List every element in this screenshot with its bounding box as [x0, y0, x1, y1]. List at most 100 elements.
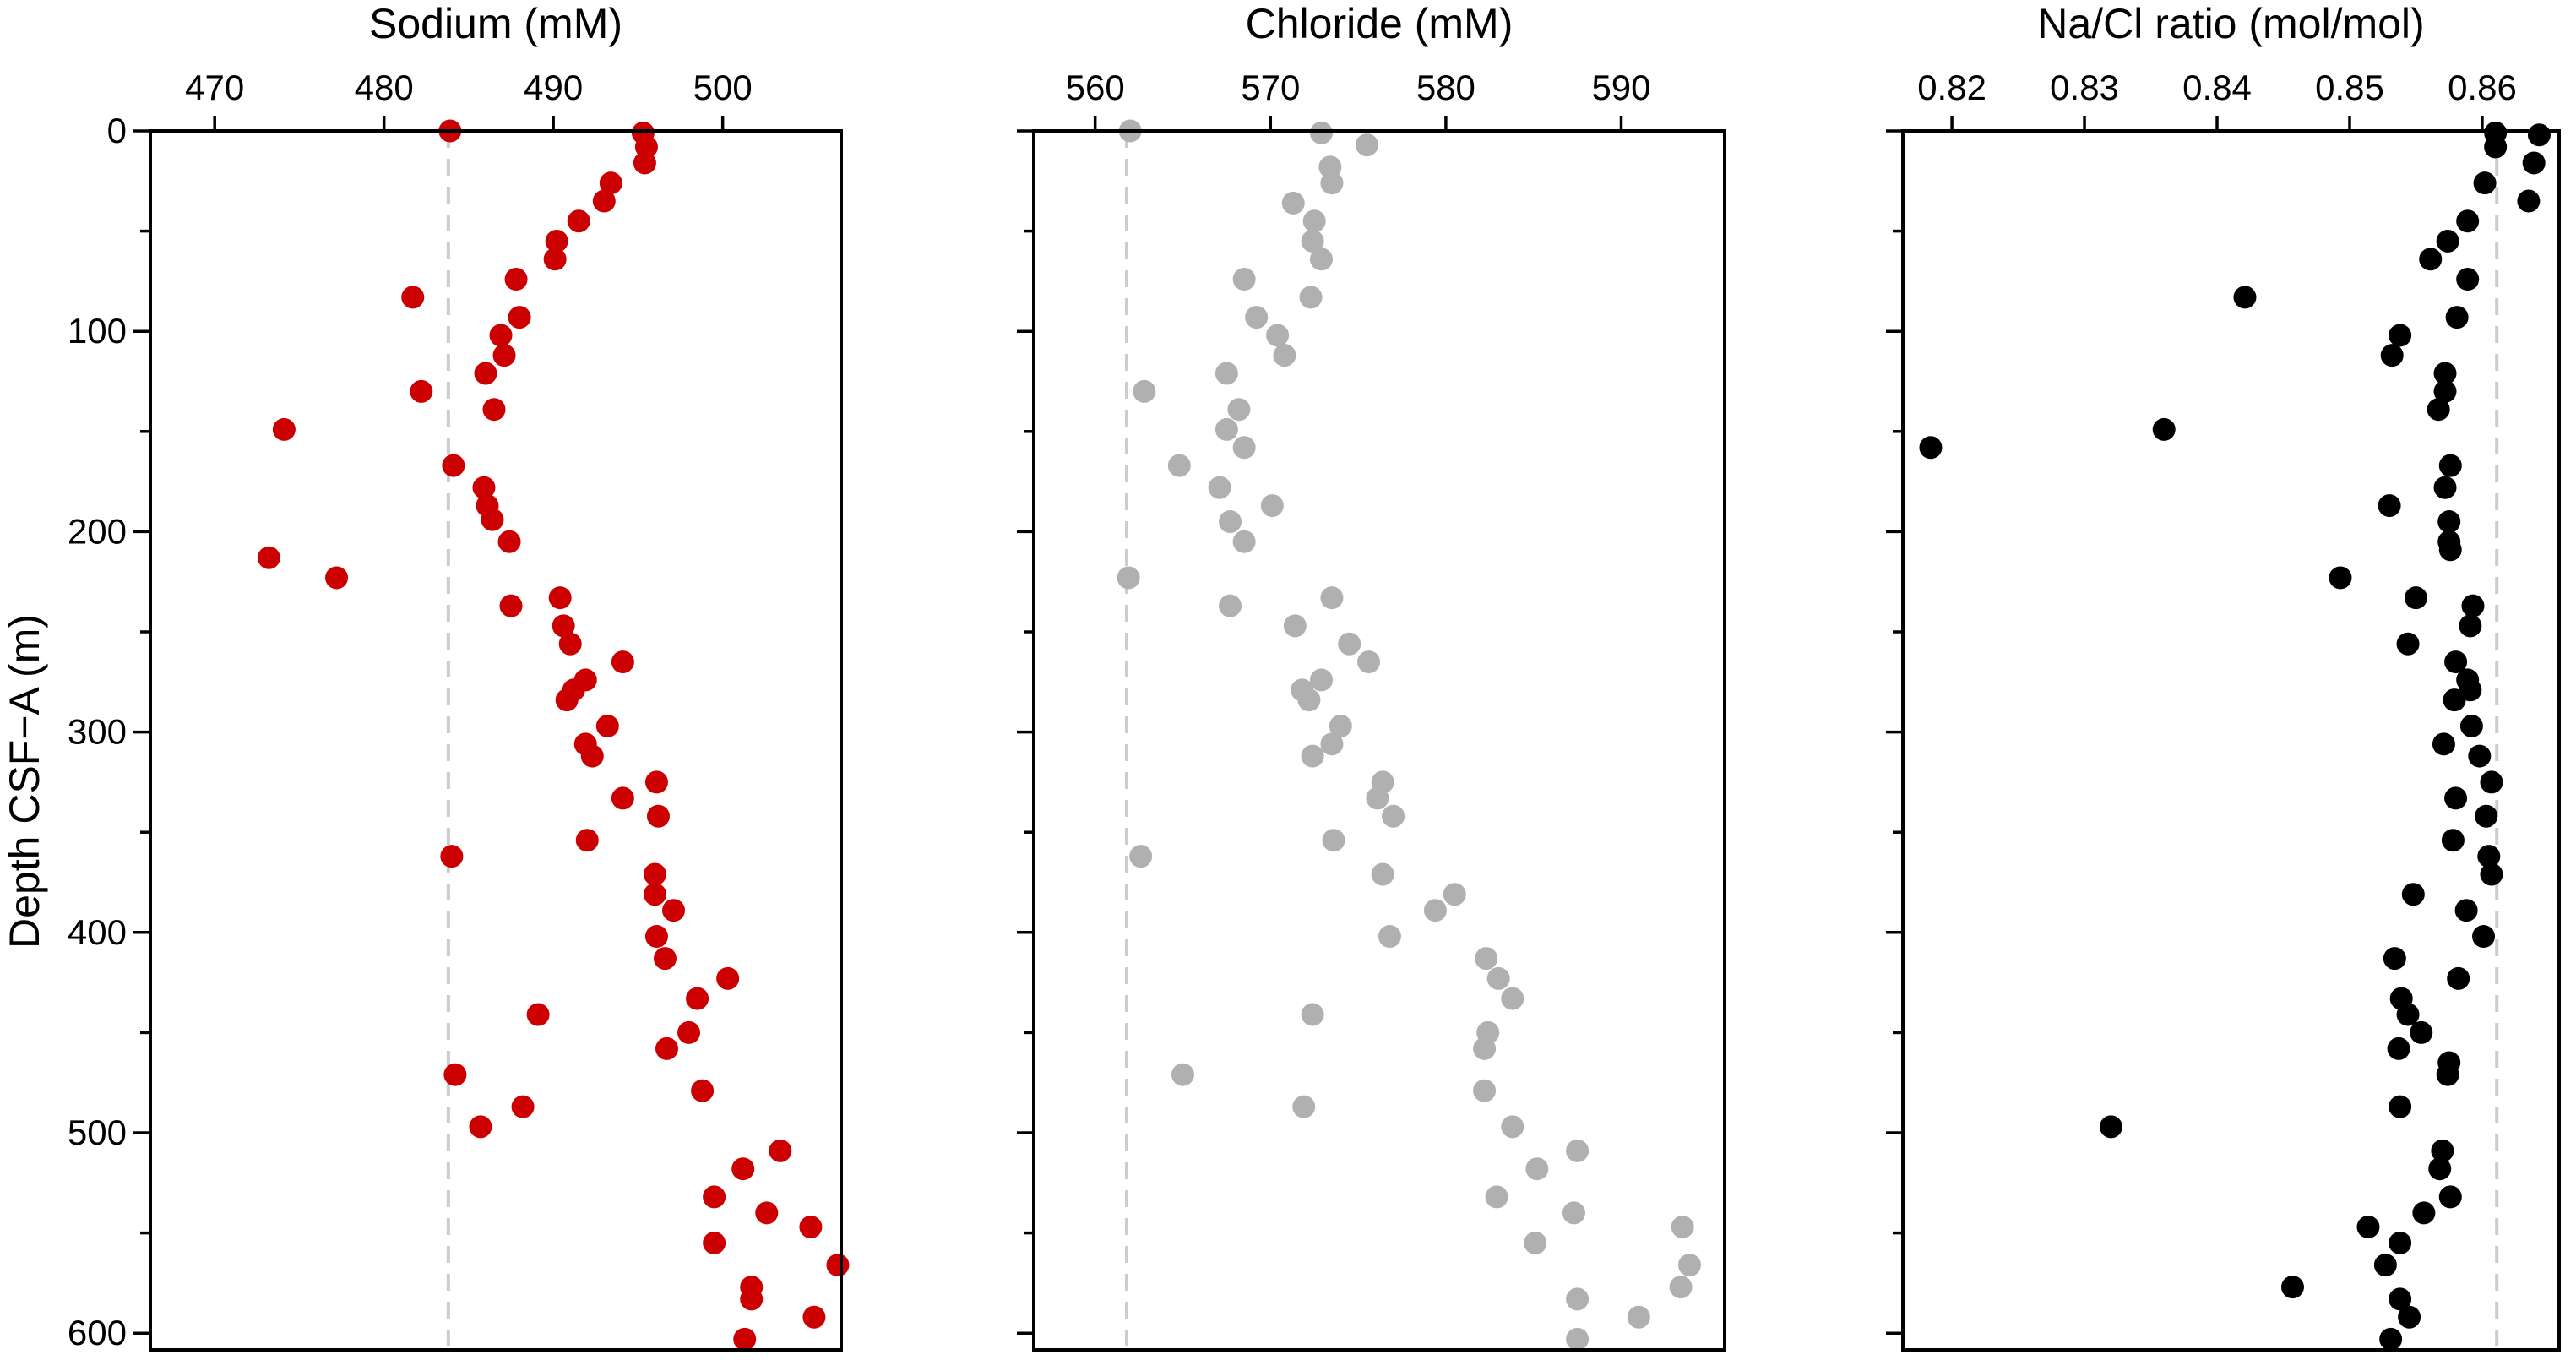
- chloride-data-point: [1215, 417, 1238, 441]
- na-cl-ratio-data-point: [1919, 436, 1943, 460]
- chloride-data-point: [1301, 744, 1324, 768]
- na-cl-ratio-data-point: [2436, 1063, 2459, 1086]
- y-tick-label: 500: [68, 1112, 127, 1152]
- y-tick-label: 100: [68, 311, 127, 351]
- na-cl-ratio-x-tick-label: 0.82: [1917, 68, 1986, 107]
- sodium-data-point: [592, 189, 616, 213]
- chloride-data-point: [1382, 804, 1405, 828]
- sodium-data-point: [545, 229, 568, 253]
- sodium-data-point: [799, 1215, 823, 1238]
- na-cl-ratio-data-point: [2444, 786, 2468, 810]
- chloride-data-point: [1227, 398, 1251, 422]
- na-cl-ratio-data-point: [2441, 829, 2465, 852]
- na-cl-ratio-data-point: [2433, 362, 2457, 385]
- na-cl-ratio-title: Na/Cl ratio (mol/mol): [2037, 0, 2424, 47]
- sodium-title: Sodium (mM): [369, 0, 622, 47]
- chloride-data-point: [1525, 1157, 1549, 1181]
- chloride-data-point: [1423, 899, 1447, 922]
- sodium-data-point: [703, 1231, 726, 1254]
- na-cl-ratio-data-point: [2356, 1215, 2380, 1238]
- na-cl-ratio-data-point: [2454, 899, 2478, 922]
- sodium-data-point: [442, 454, 465, 477]
- chloride-data-point: [1281, 191, 1305, 215]
- na-cl-ratio-data-point: [2456, 209, 2480, 233]
- sodium-data-point: [802, 1305, 826, 1329]
- sodium-data-point: [580, 744, 604, 768]
- na-cl-ratio-data-point: [2401, 883, 2425, 906]
- chloride-data-point: [1215, 362, 1238, 385]
- chloride-data-point: [1245, 306, 1269, 329]
- chloride-data-point: [1475, 947, 1498, 971]
- chloride-data-point: [1486, 966, 1510, 990]
- na-cl-ratio-data-point: [2389, 1287, 2412, 1311]
- sodium-data-point: [653, 947, 677, 971]
- na-cl-ratio-data-point: [2280, 1276, 2304, 1299]
- chloride-data-point: [1443, 883, 1466, 906]
- chloride-data-point: [1357, 650, 1381, 674]
- chloride-x-tick-label: 570: [1241, 68, 1300, 107]
- y-tick-label: 600: [68, 1313, 127, 1352]
- sodium-data-point: [410, 379, 433, 403]
- sodium-data-point: [731, 1157, 755, 1181]
- chloride-data-point: [1232, 530, 1256, 553]
- na-cl-ratio-data-point: [2387, 1036, 2410, 1060]
- na-cl-ratio-data-point: [2461, 594, 2485, 617]
- sodium-data-point: [740, 1287, 764, 1311]
- chloride-data-point: [1378, 925, 1401, 949]
- chloride-x-tick-label: 580: [1416, 68, 1475, 107]
- na-cl-ratio-data-point: [2459, 714, 2483, 737]
- sodium-data-point: [558, 632, 582, 656]
- chloride-data-point: [1301, 1003, 1324, 1026]
- chloride-data-point: [1320, 171, 1344, 195]
- sodium-data-point: [489, 324, 513, 347]
- chloride-data-point: [1566, 1287, 1590, 1311]
- na-cl-ratio-data-point: [2444, 650, 2468, 674]
- chloride-x-tick-label: 590: [1591, 68, 1650, 107]
- na-cl-ratio-data-point: [2445, 306, 2469, 329]
- sodium-data-point: [611, 786, 634, 810]
- chloride-data-point: [1260, 494, 1284, 518]
- sodium-data-point: [272, 417, 296, 441]
- na-cl-ratio-data-point: [2456, 268, 2480, 291]
- chloride-data-point: [1292, 1095, 1316, 1118]
- na-cl-ratio-data-point: [2427, 398, 2450, 422]
- sodium-data-point: [497, 530, 521, 553]
- na-cl-ratio-data-point: [2378, 494, 2401, 518]
- chloride-data-point: [1485, 1185, 1508, 1209]
- sodium-data-point: [826, 1254, 850, 1277]
- chloride-data-point: [1283, 614, 1307, 638]
- na-cl-ratio-data-point: [2477, 845, 2501, 868]
- chloride-x-tick-label: 560: [1066, 68, 1125, 107]
- chloride-data-point: [1320, 732, 1344, 756]
- chloride-data-point: [1322, 829, 1345, 852]
- chloride-data-point: [1677, 1254, 1701, 1277]
- sodium-data-point: [543, 248, 567, 271]
- sodium-data-point: [703, 1185, 726, 1209]
- na-cl-ratio-data-point: [2433, 379, 2457, 403]
- chloride-data-point: [1309, 668, 1333, 692]
- chloride-data-point: [1309, 121, 1333, 144]
- sodium-data-point: [325, 566, 349, 590]
- na-cl-ratio-data-point: [2389, 324, 2412, 347]
- na-cl-ratio-data-point: [2398, 1305, 2421, 1329]
- na-cl-ratio-data-point: [2396, 1003, 2420, 1026]
- chloride-data-point: [1566, 1139, 1590, 1162]
- sodium-data-point: [686, 987, 709, 1010]
- chloride-data-point: [1566, 1327, 1590, 1351]
- sodium-data-point: [567, 209, 590, 233]
- na-cl-ratio-data-point: [2433, 476, 2457, 499]
- na-cl-ratio-data-point: [2383, 947, 2406, 971]
- y-tick-label: 0: [107, 111, 127, 150]
- chloride-data-point: [1219, 594, 1242, 617]
- chloride-data-point: [1524, 1231, 1547, 1254]
- chloride-data-point: [1562, 1201, 1585, 1225]
- chloride-data-point: [1371, 862, 1394, 886]
- sodium-x-tick-label: 470: [185, 68, 244, 107]
- chloride-data-point: [1133, 379, 1156, 403]
- chloride-data-point: [1627, 1305, 1650, 1329]
- sodium-data-point: [548, 586, 572, 610]
- na-cl-ratio-data-point: [2389, 1095, 2412, 1118]
- sodium-data-point: [440, 845, 464, 868]
- sodium-panel: 470 480 490 500 0 100 200 300 400 500 600 Sodium (m…: [68, 0, 850, 1352]
- chloride-data-point: [1302, 209, 1326, 233]
